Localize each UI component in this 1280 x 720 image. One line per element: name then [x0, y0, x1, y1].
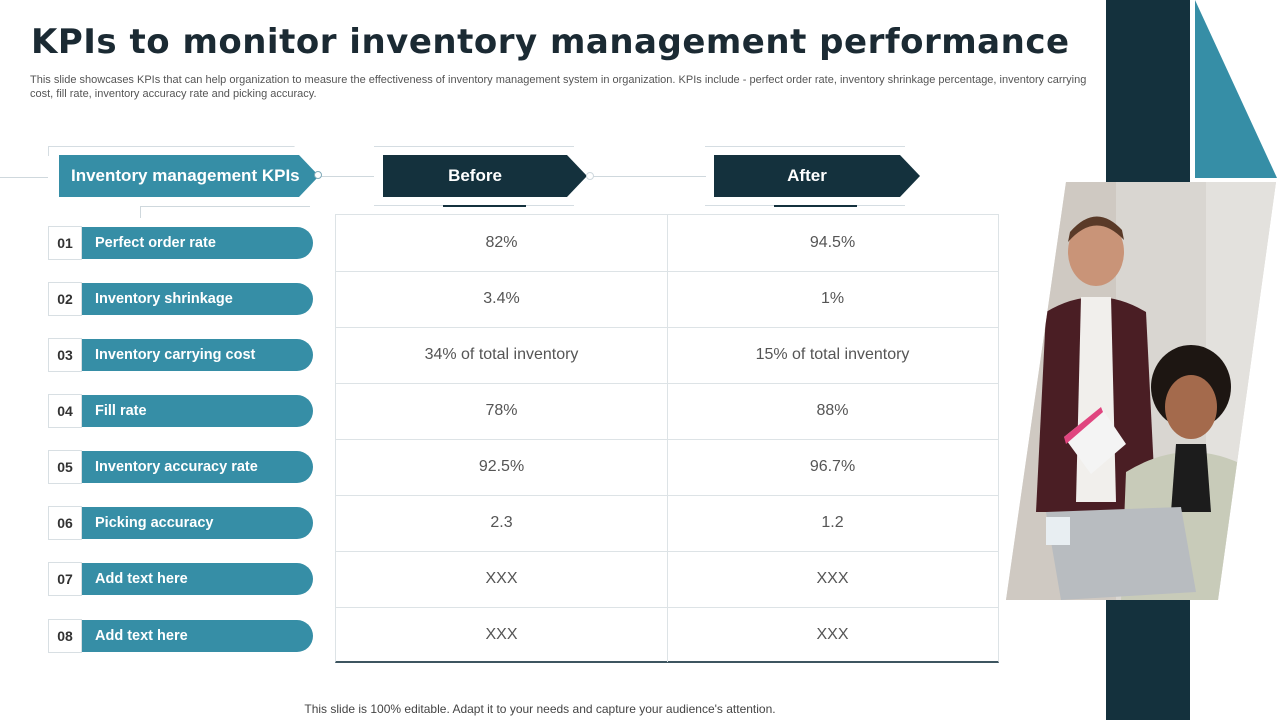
kpi-label: Inventory accuracy rate	[82, 451, 313, 483]
slide-footer-text: This slide is 100% editable. Adapt it to…	[304, 702, 776, 716]
kpi-number: 04	[48, 394, 82, 428]
kpi-item: 04 Fill rate	[48, 394, 314, 428]
after-column-header-label: After	[787, 166, 827, 185]
connector-line	[0, 177, 48, 178]
row-divider	[336, 607, 998, 608]
after-value: 88%	[816, 402, 849, 419]
row-divider	[336, 551, 998, 552]
kpi-number: 03	[48, 338, 82, 372]
kpi-label: Fill rate	[82, 395, 313, 427]
kpi-label: Add text here	[82, 563, 313, 595]
after-value: XXX	[816, 570, 849, 587]
connector-line	[320, 176, 374, 177]
connector-line	[48, 146, 49, 156]
before-value: 2.3	[490, 514, 513, 531]
before-column-header-label: Before	[448, 166, 502, 185]
kpi-number: 01	[48, 226, 82, 260]
connector-line	[140, 206, 141, 218]
kpi-label: Inventory shrinkage	[82, 283, 313, 315]
before-column-header: Before	[383, 155, 587, 197]
kpi-item: 06 Picking accuracy	[48, 506, 314, 540]
before-value: XXX	[485, 570, 518, 587]
kpi-number: 07	[48, 562, 82, 596]
kpi-column-header-label: Inventory management KPIs	[71, 166, 300, 185]
connector-line	[140, 206, 310, 207]
row-divider	[336, 383, 998, 384]
connector-dot	[586, 172, 594, 180]
row-divider	[336, 271, 998, 272]
kpi-item: 03 Inventory carrying cost	[48, 338, 314, 372]
kpi-item: 07 Add text here	[48, 562, 314, 596]
kpi-item: 08 Add text here	[48, 619, 314, 653]
row-divider	[336, 327, 998, 328]
before-value: 3.4%	[483, 290, 520, 307]
row-divider	[336, 495, 998, 496]
connector-dot	[314, 171, 322, 179]
kpi-number: 05	[48, 450, 82, 484]
before-header-underline	[443, 205, 526, 207]
after-column-header: After	[714, 155, 920, 197]
team-photo	[1006, 182, 1276, 600]
before-value: 82%	[485, 234, 518, 251]
kpi-column-header: Inventory management KPIs	[59, 155, 319, 197]
after-value: XXX	[816, 626, 849, 643]
kpi-label: Perfect order rate	[82, 227, 313, 259]
after-value: 1.2	[821, 514, 844, 531]
row-divider	[336, 439, 998, 440]
kpi-label: Picking accuracy	[82, 507, 313, 539]
column-divider	[667, 215, 668, 662]
before-value: 92.5%	[478, 458, 525, 475]
decorative-teal-triangle	[1195, 0, 1277, 178]
kpi-number: 02	[48, 282, 82, 316]
before-value: 78%	[485, 402, 518, 419]
after-value: 94.5%	[809, 234, 856, 251]
kpi-item: 01 Perfect order rate	[48, 226, 314, 260]
after-value: 1%	[820, 290, 845, 307]
before-value: 34% of total inventory	[424, 346, 579, 363]
slide-footer: This slide is 100% editable. Adapt it to…	[0, 702, 1280, 716]
connector-line	[590, 176, 706, 177]
kpi-item: 05 Inventory accuracy rate	[48, 450, 314, 484]
slide-subtitle: This slide showcases KPIs that can help …	[30, 74, 1087, 100]
after-value: 96.7%	[809, 458, 856, 475]
kpi-label: Inventory carrying cost	[82, 339, 313, 371]
before-value: XXX	[485, 626, 518, 643]
comparison-table: 82% 94.5% 3.4% 1% 34% of total inventory…	[335, 214, 999, 663]
kpi-item: 02 Inventory shrinkage	[48, 282, 314, 316]
slide-title: KPIs to monitor inventory management per…	[31, 22, 1070, 62]
kpi-number: 08	[48, 619, 82, 653]
kpi-label: Add text here	[82, 620, 313, 652]
after-value: 15% of total inventory	[755, 346, 910, 363]
after-header-underline	[774, 205, 857, 207]
kpi-number: 06	[48, 506, 82, 540]
